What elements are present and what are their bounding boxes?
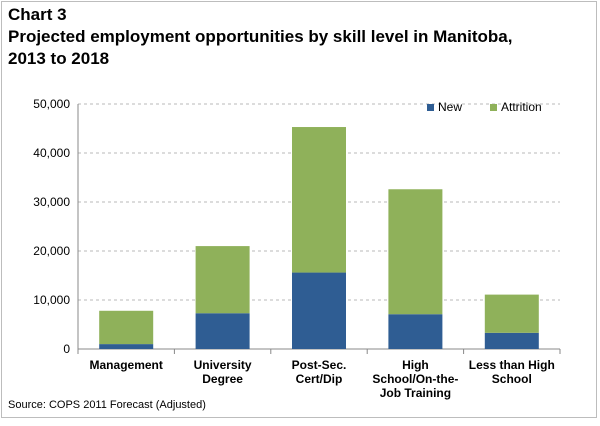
y-tick-label: 10,000 bbox=[33, 293, 70, 307]
legend-new-label: New bbox=[438, 100, 462, 114]
x-tick-label-line: High bbox=[402, 358, 429, 372]
y-tick-label: 40,000 bbox=[33, 146, 70, 160]
x-tick-label-line: Less than High bbox=[469, 358, 555, 372]
bar-attrition bbox=[99, 310, 154, 345]
bar-new bbox=[484, 332, 539, 349]
legend-attrition-swatch bbox=[490, 104, 497, 111]
bar-new bbox=[292, 272, 346, 349]
x-tick-label-line: Degree bbox=[202, 372, 243, 386]
x-tick-label: Post-Sec. Cert/Dip bbox=[292, 358, 347, 386]
y-tick-label: 20,000 bbox=[33, 244, 70, 258]
title-line-1: Chart 3 bbox=[8, 5, 67, 24]
x-tick-label-line: University bbox=[194, 358, 252, 372]
bar-attrition bbox=[388, 189, 443, 315]
x-tick-label-line: Job Training bbox=[380, 386, 451, 400]
y-tick-label: 50,000 bbox=[33, 97, 70, 111]
legend-new-swatch bbox=[427, 104, 434, 111]
source-note: Source: COPS 2011 Forecast (Adjusted) bbox=[8, 399, 206, 411]
x-tick-label: University Degree bbox=[194, 358, 252, 386]
chart-title: Chart 3 Projected employment opportuniti… bbox=[8, 4, 512, 70]
title-line-2: Projected employment opportunities by sk… bbox=[8, 27, 513, 46]
bar-attrition bbox=[484, 294, 539, 333]
legend-attrition-label: Attrition bbox=[501, 100, 542, 114]
y-tick-label: 0 bbox=[63, 342, 70, 356]
x-tick-label: Less than High School bbox=[469, 358, 555, 386]
bar-attrition bbox=[292, 127, 346, 273]
x-tick-label-line: Cert/Dip bbox=[296, 372, 343, 386]
bar-new bbox=[195, 313, 250, 349]
chart-frame bbox=[1, 1, 597, 418]
bar-attrition bbox=[195, 246, 250, 314]
bar-new bbox=[388, 314, 443, 349]
x-tick-label-line: School bbox=[492, 372, 532, 386]
x-tick-label-line: School/On-the- bbox=[372, 372, 458, 386]
bar-new bbox=[99, 344, 154, 349]
x-tick-label: Management bbox=[90, 358, 163, 372]
x-tick-label: High School/On-the-Job Training bbox=[372, 358, 458, 400]
y-tick-label: 30,000 bbox=[33, 195, 70, 209]
x-tick-label-line: Post-Sec. bbox=[292, 358, 347, 372]
x-tick-label-line: Management bbox=[90, 358, 163, 372]
title-line-3: 2013 to 2018 bbox=[8, 49, 110, 68]
